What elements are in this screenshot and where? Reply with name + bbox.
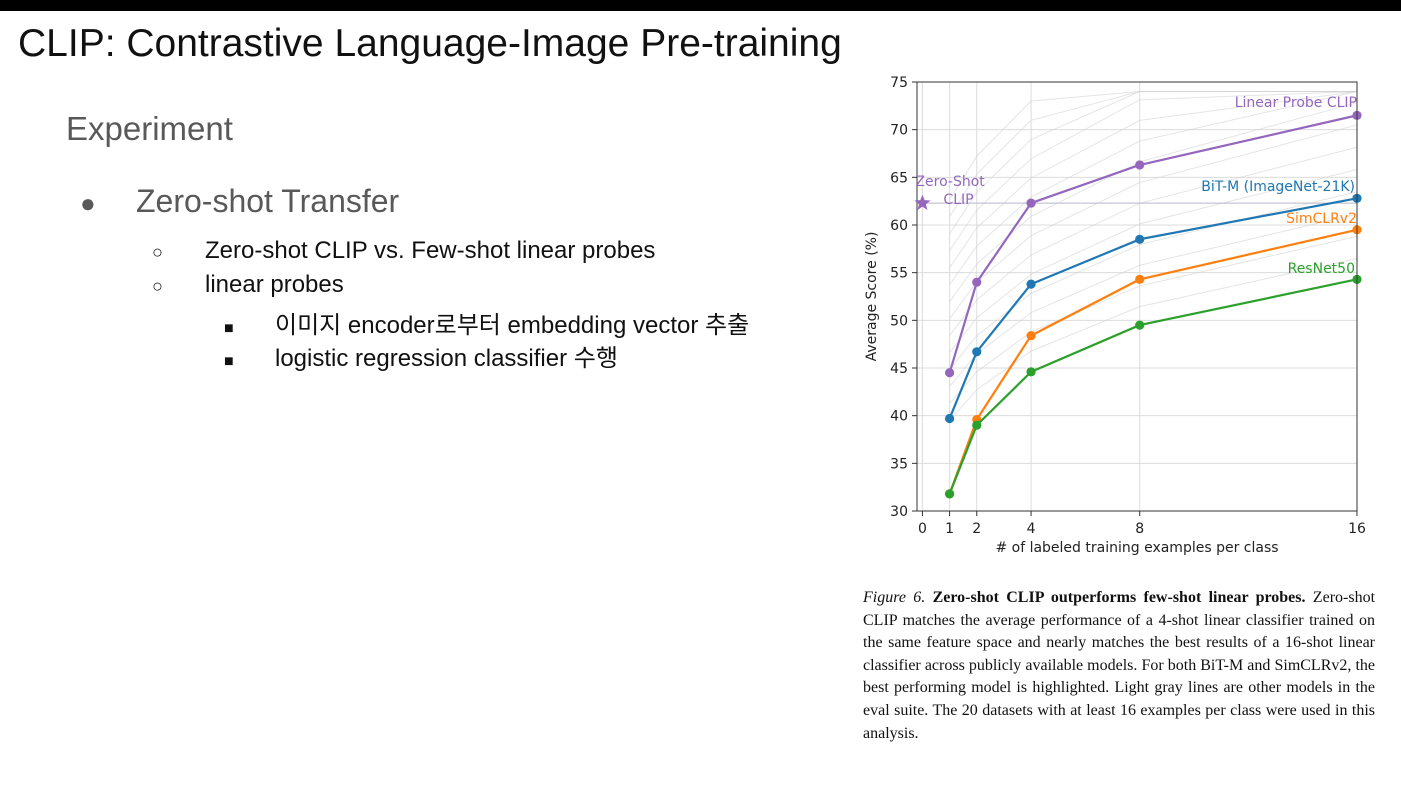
data-point [1026, 279, 1036, 289]
bullet-circle-icon: ○ [152, 276, 163, 296]
background-model-line [949, 91, 1358, 285]
background-model-line [949, 102, 1358, 302]
x-tick-label: 4 [1027, 521, 1036, 537]
bullet-text: Zero-shot CLIP vs. Few-shot linear probe… [205, 237, 656, 264]
bullet-dot-icon: ● [80, 188, 96, 218]
data-point [944, 413, 955, 424]
bullet-level2: ○ linear probes [152, 271, 344, 299]
figure-heading: Zero-shot CLIP outperforms few-shot line… [932, 589, 1306, 606]
series-label: ResNet50 [1288, 261, 1355, 277]
window-top-bar [0, 0, 1401, 11]
y-tick-label: 60 [890, 218, 908, 234]
background-model-line [949, 91, 1357, 201]
data-point [1026, 330, 1036, 341]
figure-label: Figure 6. [863, 589, 926, 606]
x-tick-label: 0 [918, 521, 927, 537]
bullet-square-icon: ■ [224, 320, 234, 337]
bullet-level3: ■ logistic regression classifier 수행 [224, 338, 618, 373]
slide-title: CLIP: Contrastive Language-Image Pre-tra… [18, 22, 842, 65]
zero-shot-star-icon [914, 194, 931, 210]
bullet-text: 이미지 encoder로부터 embedding vector 추출 [275, 312, 750, 339]
y-tick-label: 30 [890, 504, 908, 520]
y-tick-label: 70 [890, 123, 908, 139]
zero-shot-label: Zero-Shot [915, 174, 985, 190]
few-shot-line-chart: 30 35 40 45 50 55 60 65 70 75 0 1 2 4 8 16 # of labeled … [864, 75, 1366, 556]
bullet-level2: ○ Zero-shot CLIP vs. Few-shot linear prob… [152, 237, 655, 265]
series-label: SimCLRv2 [1286, 211, 1357, 227]
y-tick-label: 35 [890, 456, 908, 472]
x-tick-label: 8 [1135, 521, 1144, 537]
y-tick-label: 65 [890, 170, 908, 186]
section-heading: Experiment [66, 110, 233, 147]
x-axis-label: # of labeled training examples per class [995, 540, 1278, 556]
data-point [1026, 367, 1036, 377]
data-point [1135, 160, 1145, 170]
y-tick-label: 45 [890, 361, 908, 377]
bullet-text: Zero-shot Transfer [136, 183, 400, 219]
plot-frame [916, 81, 1358, 512]
x-tick-label: 1 [945, 521, 954, 537]
bullet-level1: ● Zero-shot Transfer [80, 183, 399, 220]
background-model-line [949, 213, 1358, 387]
bullet-text: linear probes [205, 271, 344, 298]
y-tick-label: 55 [890, 266, 908, 282]
figure-body: Zero-shot CLIP matches the average perfo… [863, 589, 1376, 742]
background-model-line [949, 258, 1358, 421]
bullet-level3: ■ 이미지 encoder로부터 embedding vector 추출 [224, 305, 749, 340]
y-tick-label: 50 [890, 313, 908, 329]
background-model-line [949, 168, 1358, 353]
series-line [948, 278, 1358, 495]
background-model-line [949, 91, 1358, 268]
data-point [1135, 320, 1145, 330]
y-tick-label: 40 [890, 409, 908, 425]
data-point [1135, 274, 1145, 284]
background-model-line [949, 191, 1358, 370]
data-point [972, 277, 982, 287]
bullet-circle-icon: ○ [152, 242, 163, 262]
x-tick-label: 2 [972, 521, 981, 537]
zero-shot-label: CLIP [943, 192, 973, 208]
y-tick-label: 75 [890, 75, 908, 91]
x-tick-label: 16 [1348, 521, 1366, 537]
data-point [1026, 198, 1036, 208]
bullet-text: logistic regression classifier 수행 [275, 345, 618, 372]
background-model-line [949, 91, 1358, 252]
data-point [972, 420, 982, 430]
figure-caption: Figure 6. Zero-shot CLIP outperforms few… [863, 587, 1375, 745]
data-point [944, 489, 955, 499]
y-axis-label: Average Score (%) [864, 232, 880, 362]
data-point [972, 347, 982, 357]
data-point [944, 368, 955, 378]
background-model-line [949, 124, 1358, 319]
series-label: Linear Probe CLIP [1235, 95, 1357, 111]
series-label: BiT-M (ImageNet-21K) [1201, 179, 1355, 195]
bullet-square-icon: ■ [224, 353, 234, 370]
data-point [1135, 234, 1145, 244]
